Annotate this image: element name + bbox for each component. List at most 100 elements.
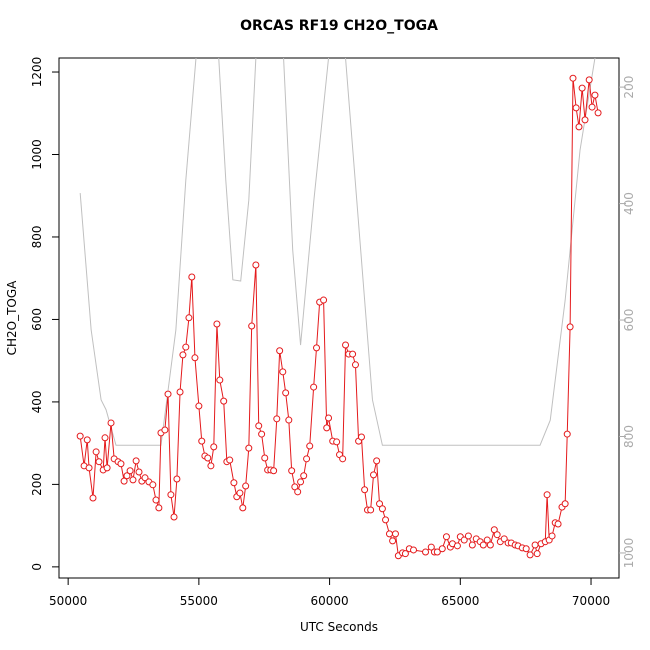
data-point: [129, 476, 137, 484]
data-point: [422, 548, 430, 556]
data-point: [427, 543, 435, 551]
y-tick-label: 400: [30, 390, 44, 413]
data-point: [89, 494, 97, 502]
data-point: [303, 455, 311, 463]
data-point: [195, 402, 203, 410]
data-point: [361, 486, 369, 494]
data-point: [588, 103, 596, 111]
data-point: [533, 550, 541, 558]
data-point: [198, 437, 206, 445]
data-point: [270, 467, 278, 475]
data-point: [391, 530, 399, 538]
data-point: [245, 444, 253, 452]
data-point: [433, 548, 441, 556]
data-point: [410, 546, 418, 554]
data-point: [213, 320, 221, 328]
y-tick-label: 200: [30, 473, 44, 496]
data-point: [572, 104, 580, 112]
data-point: [101, 434, 109, 442]
data-point: [207, 462, 215, 470]
data-point: [389, 537, 397, 545]
x-tick-label: 50000: [49, 594, 87, 608]
data-point: [357, 433, 365, 441]
y-tick-label: 0: [30, 563, 44, 571]
data-point: [149, 481, 157, 489]
data-point: [103, 464, 111, 472]
data-point: [258, 430, 266, 438]
data-point: [367, 506, 375, 514]
data-point: [126, 467, 134, 475]
data-point: [155, 504, 163, 512]
data-point: [543, 491, 551, 499]
data-point: [141, 474, 149, 482]
y-tick-label: 600: [30, 308, 44, 331]
data-point: [581, 116, 589, 124]
data-point: [179, 351, 187, 359]
data-point: [273, 415, 281, 423]
data-point: [566, 323, 574, 331]
data-point: [438, 545, 446, 553]
data-point: [370, 471, 378, 479]
y-tick-label: 1200: [30, 57, 44, 88]
y2-tick-label: 200: [622, 76, 636, 99]
plot-frame: [58, 57, 620, 579]
data-point: [279, 368, 287, 376]
data-point: [182, 343, 190, 351]
data-point: [500, 535, 508, 543]
data-point: [164, 390, 172, 398]
series-line: [79, 78, 599, 557]
data-point: [351, 361, 359, 369]
data-point: [310, 383, 318, 391]
data-point: [170, 513, 178, 521]
data-point: [173, 475, 181, 483]
data-point: [325, 414, 333, 422]
data-point: [204, 454, 212, 462]
chart-title: ORCAS RF19 CH2O_TOGA: [240, 18, 438, 34]
data-point: [132, 457, 140, 465]
data-point: [591, 91, 599, 99]
x-axis-label: UTC Seconds: [300, 620, 378, 634]
data-point: [276, 347, 284, 355]
data-point: [255, 422, 263, 430]
data-point: [385, 530, 393, 538]
data-point: [294, 488, 302, 496]
data-point: [548, 532, 556, 540]
data-point: [135, 468, 143, 476]
data-point: [282, 389, 290, 397]
data-point: [242, 482, 250, 490]
data-point: [152, 496, 160, 504]
data-point: [373, 457, 381, 465]
data-point: [306, 442, 314, 450]
data-point: [230, 479, 238, 487]
data-point: [210, 443, 218, 451]
data-point: [95, 458, 103, 466]
x-tick-label: 65000: [441, 594, 479, 608]
data-point: [261, 454, 269, 462]
data-point: [554, 520, 562, 528]
data-point: [323, 424, 331, 432]
data-point: [188, 273, 196, 281]
data-point: [339, 455, 347, 463]
data-point: [486, 541, 494, 549]
series-line: [79, 58, 596, 446]
data-point: [288, 467, 296, 475]
data-point: [575, 123, 583, 131]
x-tick-label: 60000: [310, 594, 348, 608]
y2-tick-label: 1000: [622, 538, 636, 569]
data-point: [220, 397, 228, 405]
data-point: [92, 448, 100, 456]
data-point: [239, 504, 247, 512]
data-point: [333, 438, 341, 446]
y2-tick-label: 400: [622, 192, 636, 215]
data-point: [442, 533, 450, 541]
y2-tick-label: 800: [622, 425, 636, 448]
data-point: [483, 536, 491, 544]
data-point: [167, 491, 175, 499]
data-point: [522, 545, 530, 553]
data-point: [578, 84, 586, 92]
data-point: [236, 489, 244, 497]
data-point: [248, 322, 256, 330]
data-point: [85, 464, 93, 472]
data-point: [342, 341, 350, 349]
